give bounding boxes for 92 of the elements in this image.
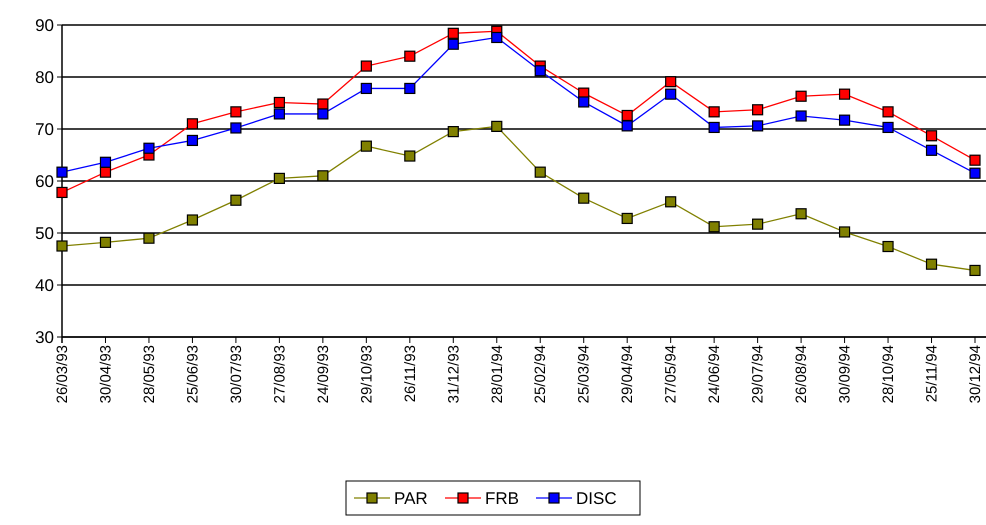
point xyxy=(404,50,416,62)
y-tick-label: 40 xyxy=(35,276,54,295)
point xyxy=(360,82,372,94)
x-tick-label: 25/03/94 xyxy=(576,345,593,404)
point xyxy=(752,218,764,230)
point xyxy=(665,196,676,208)
point xyxy=(969,168,981,179)
x-tick-label: 29/04/94 xyxy=(619,345,636,404)
point xyxy=(404,82,416,94)
point xyxy=(752,104,764,116)
point xyxy=(838,226,850,238)
point xyxy=(838,88,850,100)
x-tick-label: 30/07/93 xyxy=(228,345,245,404)
point xyxy=(360,140,372,152)
point xyxy=(926,144,938,156)
point xyxy=(665,76,676,88)
point xyxy=(665,88,676,100)
x-tick-label: 28/01/94 xyxy=(488,345,506,404)
point xyxy=(534,166,546,178)
point xyxy=(578,96,590,108)
point xyxy=(795,90,807,102)
point xyxy=(186,214,198,226)
x-tick-label: 27/05/94 xyxy=(662,345,680,404)
x-tick-label: 26/08/94 xyxy=(793,345,810,404)
x-tick-label: 30/04/93 xyxy=(97,345,114,404)
point xyxy=(404,150,416,162)
point xyxy=(230,122,242,134)
point xyxy=(752,120,764,132)
x-tick-label: 25/02/94 xyxy=(532,345,550,404)
legend-label: PAR xyxy=(394,488,428,508)
y-tick-label: 30 xyxy=(35,328,54,347)
point xyxy=(274,108,285,120)
point xyxy=(448,38,459,50)
y-tick-label: 60 xyxy=(35,172,54,191)
x-tick-label: 30/12/94 xyxy=(967,345,984,404)
x-tick-label: 24/09/93 xyxy=(314,345,332,404)
point xyxy=(926,130,938,142)
point xyxy=(317,170,328,182)
point xyxy=(230,194,242,206)
point xyxy=(56,240,68,252)
point xyxy=(969,154,981,166)
point xyxy=(622,212,633,224)
point xyxy=(622,110,633,122)
point xyxy=(578,192,590,204)
x-tick-label: 26/11/93 xyxy=(402,345,419,402)
x-tick-label: 29/10/93 xyxy=(358,345,376,404)
point xyxy=(448,28,459,39)
point xyxy=(56,166,68,178)
point xyxy=(882,106,894,118)
x-tick-label: 27/08/93 xyxy=(271,345,288,404)
y-tick-label: 50 xyxy=(35,224,54,243)
legend-label: DISC xyxy=(576,488,617,508)
y-tick-label: 70 xyxy=(35,120,54,139)
point xyxy=(969,264,981,276)
point xyxy=(882,122,894,134)
point xyxy=(795,208,807,220)
point xyxy=(838,114,850,126)
point xyxy=(708,106,720,118)
point xyxy=(491,120,502,132)
point xyxy=(708,221,720,232)
x-tick-label: 30/09/94 xyxy=(836,345,854,404)
point xyxy=(926,258,938,270)
x-tick-label: 28/05/93 xyxy=(140,345,158,404)
point xyxy=(274,96,285,108)
point xyxy=(795,110,807,122)
point xyxy=(708,122,720,134)
point xyxy=(230,106,242,118)
x-tick-label: 25/11/94 xyxy=(924,345,941,402)
legend-label: FRB xyxy=(485,488,519,508)
x-tick-label: 31/12/93 xyxy=(445,345,462,404)
point xyxy=(100,236,112,248)
x-tick-label: 28/10/94 xyxy=(880,345,898,404)
point xyxy=(317,108,328,120)
point xyxy=(143,232,155,244)
point xyxy=(186,134,198,146)
point xyxy=(56,186,68,198)
point xyxy=(186,118,198,130)
x-tick-label: 26/03/93 xyxy=(54,345,71,404)
point xyxy=(534,65,546,76)
point xyxy=(882,240,894,252)
point xyxy=(360,60,372,72)
x-tick-label: 29/07/94 xyxy=(750,345,767,404)
point xyxy=(622,120,633,132)
x-tick-label: 25/06/93 xyxy=(184,345,202,404)
point xyxy=(491,32,502,44)
point xyxy=(100,156,112,168)
point xyxy=(143,142,155,154)
point xyxy=(274,172,285,184)
y-tick-label: 90 xyxy=(35,16,54,35)
point xyxy=(448,126,459,138)
y-tick-label: 80 xyxy=(35,68,54,87)
x-tick-label: 24/06/94 xyxy=(706,345,724,404)
